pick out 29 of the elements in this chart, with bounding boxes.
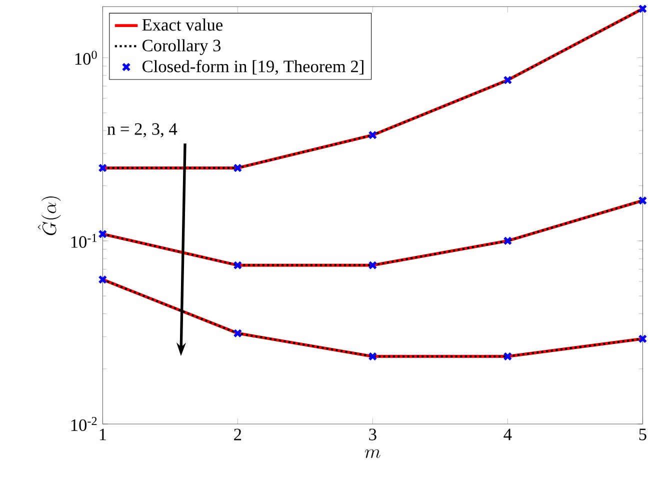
point — [233, 328, 242, 338]
point — [233, 260, 242, 270]
x-tick-label: 2 — [234, 428, 242, 440]
y-tick-label: 10$^{-2}$ — [71, 417, 97, 432]
point — [503, 236, 512, 246]
annotation: n = 2, 3, 4 — [107, 123, 178, 138]
x-axis-title: $m$ — [364, 449, 380, 458]
point — [233, 164, 242, 173]
legend-label: Exact value — [142, 18, 223, 31]
legend-label: Closed-form in [19, Theorem 2] — [142, 60, 364, 75]
point — [638, 4, 648, 14]
x-tick-label: 3 — [369, 428, 376, 441]
point — [368, 260, 378, 270]
point — [503, 76, 512, 85]
point — [638, 334, 648, 344]
y-tick-label: 10$^{0}$ — [75, 50, 97, 65]
point — [98, 275, 108, 284]
legend-label: Corollary 3 — [142, 39, 221, 56]
point — [98, 230, 108, 239]
point — [368, 352, 378, 361]
x-tick-label: 1 — [100, 428, 106, 440]
point — [368, 130, 378, 140]
point — [638, 196, 648, 206]
x-tick-label: 4 — [504, 428, 512, 440]
point — [98, 164, 108, 173]
y-axis-title: $\hat{G}(\alpha)$ — [38, 196, 61, 236]
y-tick-label: 10$^{-1}$ — [71, 234, 97, 248]
point — [503, 352, 512, 361]
x-tick-label: 5 — [639, 428, 646, 440]
